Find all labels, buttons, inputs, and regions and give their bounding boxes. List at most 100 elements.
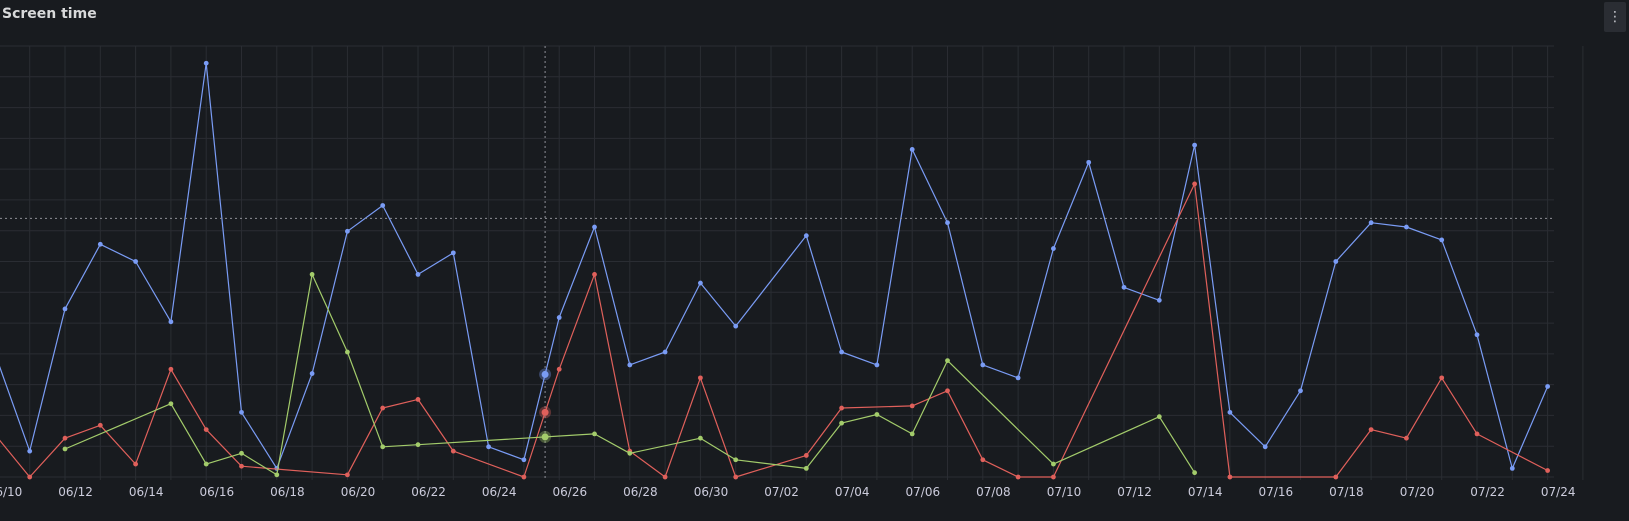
x-tick-label: 06/30 xyxy=(694,485,729,499)
data-point-blue xyxy=(803,233,809,239)
series-green xyxy=(62,272,1198,478)
data-point-blue xyxy=(1086,159,1092,165)
data-point-blue xyxy=(556,315,562,320)
data-point-green xyxy=(733,457,739,463)
data-point-blue xyxy=(1262,444,1268,450)
data-point-green xyxy=(309,272,315,277)
data-point-red xyxy=(662,474,668,480)
data-point-green xyxy=(874,412,880,417)
x-tick-label: 07/14 xyxy=(1188,485,1223,499)
series-line-red xyxy=(0,183,1548,478)
data-point-blue xyxy=(1545,384,1551,389)
data-point-blue xyxy=(698,280,703,286)
data-point-blue xyxy=(309,371,315,376)
series-layer xyxy=(0,60,1551,480)
x-tick-label: 07/22 xyxy=(1470,485,1505,499)
panel-title: Screen time xyxy=(2,6,97,22)
x-tick-label: 07/24 xyxy=(1541,485,1576,499)
data-point-red xyxy=(945,388,950,394)
data-point-red xyxy=(592,272,597,277)
x-tick-label: 07/08 xyxy=(976,485,1011,499)
data-point-blue xyxy=(1015,375,1021,381)
data-point-blue xyxy=(1192,142,1198,148)
data-point-blue xyxy=(592,224,597,230)
data-point-blue xyxy=(980,362,986,368)
x-tick-label: 07/18 xyxy=(1329,485,1364,499)
data-point-green xyxy=(168,401,174,407)
horizontal-grid xyxy=(0,45,1554,478)
data-point-green xyxy=(627,450,633,456)
x-axis-ticks: 06/10 06/12 06/14 06/16 06/18 06/20 06/22 06/24… xyxy=(0,485,1575,499)
data-point-red xyxy=(62,435,68,441)
panel-menu-button[interactable]: ⋮ xyxy=(1604,2,1626,32)
data-point-blue xyxy=(521,457,527,463)
kebab-menu-icon: ⋮ xyxy=(1608,9,1622,25)
data-point-blue xyxy=(27,448,33,454)
data-point-blue xyxy=(839,349,845,355)
x-tick-label: 06/24 xyxy=(482,485,517,499)
data-point-red xyxy=(345,472,350,478)
data-point-blue xyxy=(133,259,139,264)
data-point-blue xyxy=(909,147,915,152)
data-point-red xyxy=(97,422,103,428)
data-point-red xyxy=(203,427,209,432)
data-point-blue xyxy=(1227,409,1233,415)
data-point-blue xyxy=(1051,246,1056,251)
hover-marker-blue xyxy=(541,370,549,378)
data-point-green xyxy=(1192,470,1198,476)
data-point-green xyxy=(839,420,845,426)
x-tick-label: 07/10 xyxy=(1047,485,1082,499)
data-point-green xyxy=(415,442,421,448)
data-point-red xyxy=(1051,474,1056,480)
data-point-red xyxy=(1404,435,1409,441)
data-point-blue xyxy=(380,203,386,208)
data-point-red xyxy=(839,405,845,411)
data-point-red xyxy=(698,375,703,381)
data-point-blue xyxy=(1509,465,1515,471)
data-point-blue xyxy=(1404,224,1409,230)
data-point-blue xyxy=(733,323,739,329)
data-point-blue xyxy=(168,319,174,325)
x-tick-label: 06/20 xyxy=(341,485,376,499)
x-tick-label: 07/06 xyxy=(906,485,941,499)
x-tick-label: 06/14 xyxy=(129,485,164,499)
data-point-green xyxy=(62,446,68,452)
data-point-blue xyxy=(486,444,492,450)
x-tick-label: 06/10 xyxy=(0,485,22,499)
x-tick-label: 06/26 xyxy=(553,485,588,499)
x-tick-label: 07/20 xyxy=(1400,485,1435,499)
x-tick-label: 07/02 xyxy=(764,485,799,499)
data-point-blue xyxy=(945,220,950,226)
data-point-green xyxy=(380,444,386,450)
data-point-red xyxy=(1227,474,1233,480)
data-point-blue xyxy=(1474,332,1480,338)
data-point-red xyxy=(909,403,915,409)
data-point-green xyxy=(945,358,950,364)
data-point-red xyxy=(239,463,244,469)
data-point-red xyxy=(415,397,421,402)
data-point-blue xyxy=(239,409,244,415)
data-point-red xyxy=(1333,474,1339,480)
data-point-blue xyxy=(345,228,350,234)
data-point-blue xyxy=(1368,220,1374,226)
data-point-green xyxy=(345,349,350,355)
data-point-green xyxy=(592,431,597,437)
data-point-green xyxy=(203,461,209,467)
x-tick-label: 07/04 xyxy=(835,485,870,499)
hover-marker-green xyxy=(541,433,549,441)
data-point-red xyxy=(1015,474,1021,480)
data-point-blue xyxy=(1298,388,1303,394)
x-tick-label: 07/16 xyxy=(1259,485,1294,499)
data-point-blue xyxy=(203,60,209,66)
x-tick-label: 06/12 xyxy=(58,485,93,499)
data-point-red xyxy=(980,457,986,463)
data-point-blue xyxy=(1121,284,1127,290)
data-point-red xyxy=(133,461,139,467)
x-tick-label: 06/22 xyxy=(411,485,446,499)
vertical-grid xyxy=(29,46,1584,480)
data-point-red xyxy=(380,405,386,411)
series-line-blue xyxy=(0,62,1549,469)
data-point-red xyxy=(1192,181,1198,187)
